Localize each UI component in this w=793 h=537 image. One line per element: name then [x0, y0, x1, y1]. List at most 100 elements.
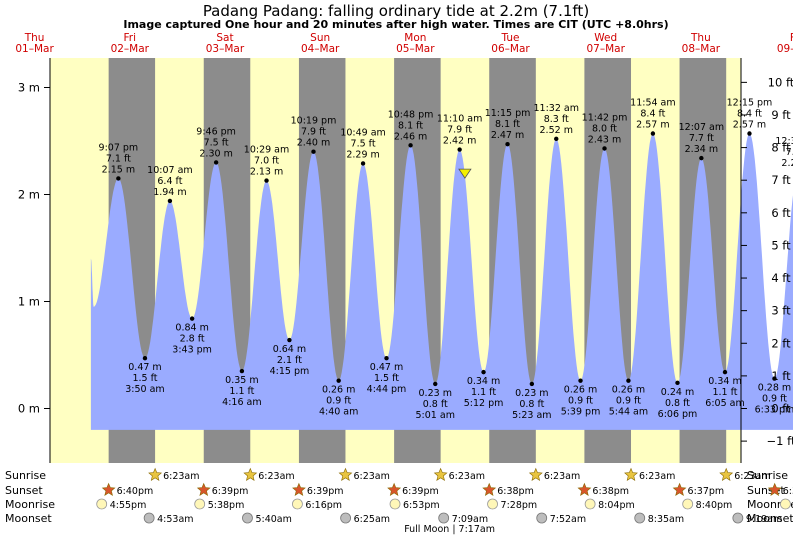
sunrise-icon [243, 467, 258, 481]
sunrise-time: 6:23am [639, 471, 675, 482]
low-tide-label: 3:43 pm [172, 345, 212, 356]
sunset-icon [767, 482, 782, 496]
low-tide-label: 0.8 ft [665, 398, 690, 409]
high-tide-label: 8.0 ft [592, 123, 617, 134]
low-tide-label: 0.34 m [708, 376, 741, 387]
moonrise-icon [487, 498, 498, 510]
sunset-time: 6:38pm [497, 486, 534, 497]
moon-phase-label: Full Moon | 7:17am [404, 524, 495, 535]
sunrise-icon [338, 467, 353, 481]
low-tide-label: 0.84 m [175, 323, 208, 334]
y-tick-label-ft: 6 ft [771, 206, 791, 220]
sunset-time: 6:39pm [402, 486, 439, 497]
low-tide-label: 5:12 pm [464, 398, 504, 409]
low-tide-label: 0.47 m [370, 362, 403, 373]
low-tide-label: 2.8 ft [180, 334, 205, 345]
high-tide-point [505, 142, 510, 147]
y-tick-label-ft: 4 ft [771, 271, 791, 285]
day-date: 05–Mar [396, 43, 435, 55]
day-date: 02–Mar [111, 43, 150, 55]
high-tide-point [408, 143, 413, 148]
chart-header: Padang Padang: falling ordinary tide at … [123, 2, 668, 31]
moonrise-time: 5:38pm [208, 500, 245, 511]
high-tide-label: 7.0 ft [254, 156, 279, 167]
low-tide-label: 0.9 ft [616, 396, 641, 407]
moonrise-time: 6:53pm [403, 500, 440, 511]
low-tide-label: 4:40 am [319, 407, 358, 418]
high-tide-label: 2.13 m [250, 167, 283, 178]
sunset-time: 6:39pm [212, 486, 249, 497]
sunrise-time: 6:23am [544, 471, 580, 482]
low-tide-label: 0.8 ft [519, 399, 544, 410]
high-tide-point [264, 178, 269, 183]
sunrise-time: 6:23am [258, 471, 294, 482]
chart-title: Padang Padang: falling ordinary tide at … [203, 2, 589, 20]
moonset-icon [634, 512, 646, 524]
low-tide-label: 1.1 ft [712, 387, 737, 398]
high-tide-label: 2.21 m [781, 158, 793, 169]
low-tide-point [675, 380, 680, 386]
moonrise-icon [682, 498, 694, 510]
low-tide-label: 6:33 pm [755, 405, 793, 416]
moonset-icon [732, 512, 744, 524]
low-tide-point [189, 316, 195, 321]
high-tide-label: 7.9 ft [447, 125, 472, 136]
high-tide-label: 2.47 m [491, 130, 524, 141]
high-tide-label: 11:42 pm [582, 112, 628, 123]
moonrise-icon [292, 498, 303, 510]
low-tide-label: 6:05 am [705, 398, 744, 409]
low-tide-label: 0.23 m [515, 388, 548, 399]
low-tide-label: 1.5 ft [132, 373, 157, 384]
low-tide-label: 0.28 m [758, 383, 791, 394]
high-tide-label: 10:48 pm [388, 109, 434, 120]
moonrise-row-label-left: Moonrise [5, 498, 55, 511]
y-tick-label-ft: 3 ft [771, 304, 791, 318]
day-of-week: Fri [124, 32, 137, 44]
high-tide-label: 10:49 am [340, 127, 385, 138]
day-of-week: Thu [690, 32, 711, 44]
high-tide-label: 2.57 m [733, 120, 766, 131]
moonset-icon [143, 512, 155, 524]
high-tide-label: 2.57 m [636, 120, 669, 131]
high-tide-point [699, 155, 704, 161]
axes: 0 m 1 m 2 m 3 m −1 ft 0 ft 1 ft 2 ft 3 ft 4 ft 5 f… [18, 58, 793, 463]
low-tide-label: 0.9 ft [568, 396, 593, 407]
moonrise-icon [584, 498, 596, 510]
high-tide-label: 7.1 ft [106, 153, 131, 164]
sunset-time: 6:38pm [592, 486, 629, 497]
high-tide-label: 2.15 m [102, 164, 135, 175]
day-of-week: Tue [501, 32, 520, 44]
y-tick-label-ft: 1 ft [771, 369, 791, 383]
low-tide-point [772, 376, 777, 381]
low-tide-point [433, 381, 438, 387]
low-tide-point [384, 356, 389, 361]
day-date: 06–Mar [491, 43, 530, 55]
moonrise-time: 7:28pm [501, 500, 538, 511]
high-tide-label: 8.4 ft [737, 109, 762, 120]
extreme-points [116, 131, 777, 387]
high-tide-label: 11:54 am [630, 98, 675, 109]
high-tide-label: 8.1 ft [398, 120, 423, 131]
moonrise-time: 6:16pm [305, 500, 342, 511]
sunset-time: 6:40pm [117, 486, 154, 497]
high-tide-label: 7.5 ft [204, 137, 229, 148]
y-tick-label-ft: 0 ft [771, 402, 791, 416]
low-tide-label: 0.64 m [273, 344, 306, 355]
y-tick-label-ft: 2 ft [771, 336, 791, 350]
high-tide-label: 12:31 am [775, 136, 793, 147]
low-tide-label: 5:44 am [609, 407, 648, 418]
low-tide-label: 4:16 am [222, 397, 261, 408]
high-tide-label: 2.42 m [443, 136, 476, 147]
sunrise-icon [148, 467, 163, 481]
high-tide-label: 10:29 am [244, 145, 289, 156]
sunset-time: 6:37pm [783, 486, 793, 497]
y-tick-label-m: 0 m [18, 402, 40, 416]
high-tide-label: 7.9 ft [301, 127, 326, 138]
day-date: 07–Mar [586, 43, 625, 55]
low-tide-point [239, 368, 245, 374]
high-tide-label: 8.3 ft [544, 114, 569, 125]
moonset-time: 7:52am [550, 514, 586, 525]
day-labels: Thu01–MarFri02–MarSat03–MarSun04–MarMon0… [15, 32, 793, 55]
low-tide-point [481, 369, 486, 375]
moonrise-time: 8:40pm [696, 500, 733, 511]
